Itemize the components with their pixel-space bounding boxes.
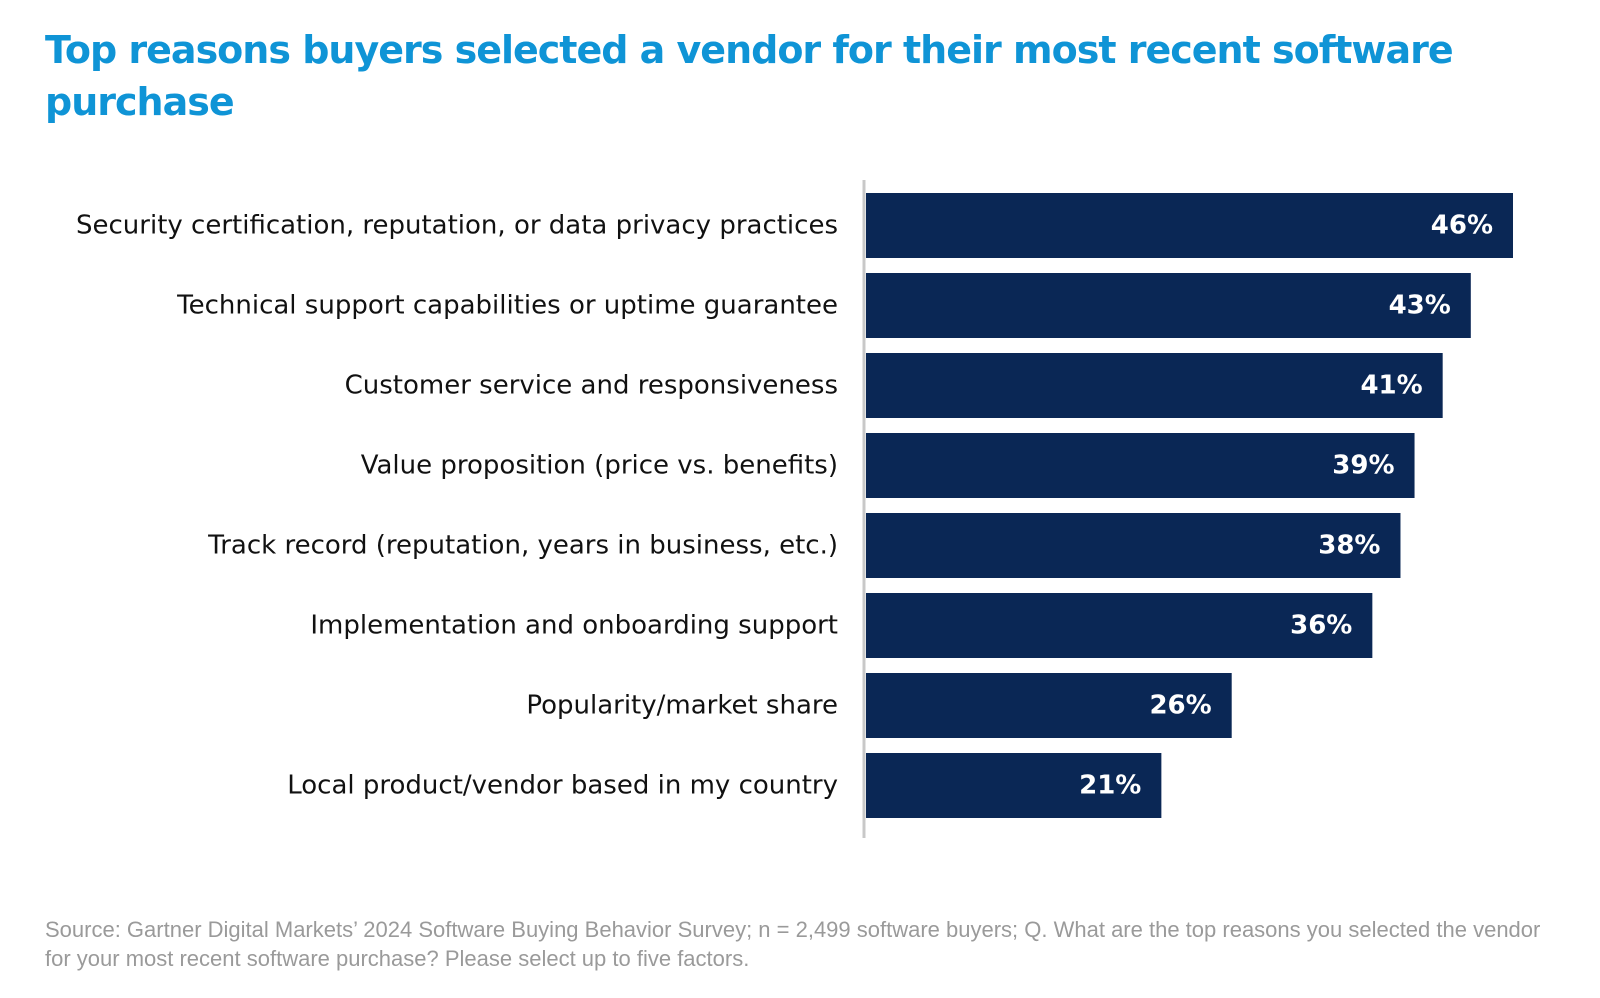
bar-row: Implementation and onboarding support 36% [310, 593, 1373, 658]
source-note: Source: Gartner Digital Markets’ 2024 So… [45, 917, 1541, 971]
bar [866, 593, 1373, 658]
category-label: Security certification, reputation, or d… [76, 211, 838, 241]
bars-group: Security certification, reputation, or d… [76, 193, 1513, 818]
value-label: 36% [1290, 611, 1352, 641]
value-label: 41% [1360, 371, 1422, 401]
bar-row: Security certification, reputation, or d… [76, 193, 1513, 258]
bar-row: Local product/vendor based in my country… [287, 753, 1162, 818]
bar-row: Value proposition (price vs. benefits) 39… [361, 433, 1415, 498]
value-label: 43% [1389, 291, 1451, 321]
bar [866, 433, 1415, 498]
bar-row: Technical support capabilities or uptime… [176, 273, 1471, 338]
value-label: 21% [1079, 771, 1141, 801]
bar-chart: Security certification, reputation, or d… [76, 180, 1513, 838]
bar-row: Customer service and responsiveness 41% [345, 353, 1443, 418]
category-label: Local product/vendor based in my country [287, 771, 838, 801]
bar [866, 753, 1162, 818]
category-label: Track record (reputation, years in busin… [207, 531, 838, 561]
category-label: Customer service and responsiveness [345, 371, 838, 401]
category-label: Technical support capabilities or uptime… [176, 291, 838, 321]
bar-row: Track record (reputation, years in busin… [207, 513, 1401, 578]
bar [866, 273, 1471, 338]
bar [866, 513, 1401, 578]
bar [866, 353, 1443, 418]
chart-title: Top reasons buyers selected a vendor for… [45, 28, 1454, 124]
bar-row: Popularity/market share 26% [526, 673, 1232, 738]
value-label: 38% [1318, 531, 1380, 561]
category-label: Popularity/market share [526, 691, 838, 721]
value-label: 26% [1149, 691, 1211, 721]
category-label: Implementation and onboarding support [310, 611, 838, 641]
value-label: 46% [1431, 211, 1493, 241]
category-label: Value proposition (price vs. benefits) [361, 451, 838, 481]
bar [866, 193, 1513, 258]
value-label: 39% [1332, 451, 1394, 481]
bar [866, 673, 1232, 738]
